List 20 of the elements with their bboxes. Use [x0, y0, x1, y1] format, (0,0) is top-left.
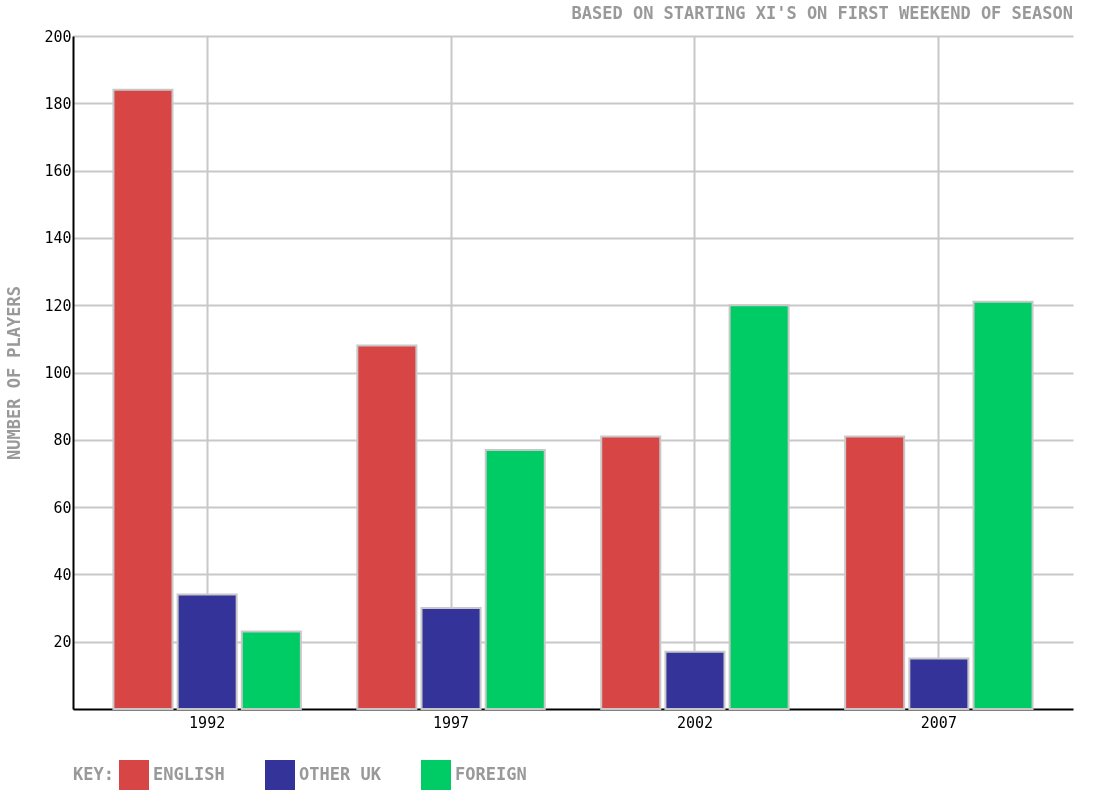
x-tick-label: 1997 — [432, 713, 470, 732]
y-tick-label: 140 — [44, 229, 72, 248]
legend-title: KEY: — [73, 764, 114, 784]
y-tick-label: 100 — [44, 364, 72, 382]
y-tick-label: 80 — [53, 431, 72, 450]
x-tick-label: 2007 — [920, 713, 957, 732]
x-tick-label: 2002 — [676, 713, 714, 732]
legend-label: OTHER UK — [299, 764, 382, 784]
chart-title: BASED ON STARTING XI'S ON FIRST WEEKEND OF SEASON — [571, 3, 1073, 23]
y-tick-label: 40 — [53, 565, 72, 584]
y-axis-title: NUMBER OF PLAYERS — [4, 286, 25, 460]
y-tick-label: 20 — [53, 633, 72, 652]
x-tick-label: 1992 — [189, 713, 226, 732]
legend-label: ENGLISH — [153, 764, 225, 784]
y-tick-label: 160 — [44, 162, 72, 181]
y-tick-label: 200 — [44, 27, 72, 46]
y-tick-label: 60 — [53, 498, 72, 517]
legend-label: FOREIGN — [455, 764, 527, 784]
y-tick-label: 180 — [44, 94, 72, 113]
y-tick-label: 120 — [44, 296, 72, 315]
